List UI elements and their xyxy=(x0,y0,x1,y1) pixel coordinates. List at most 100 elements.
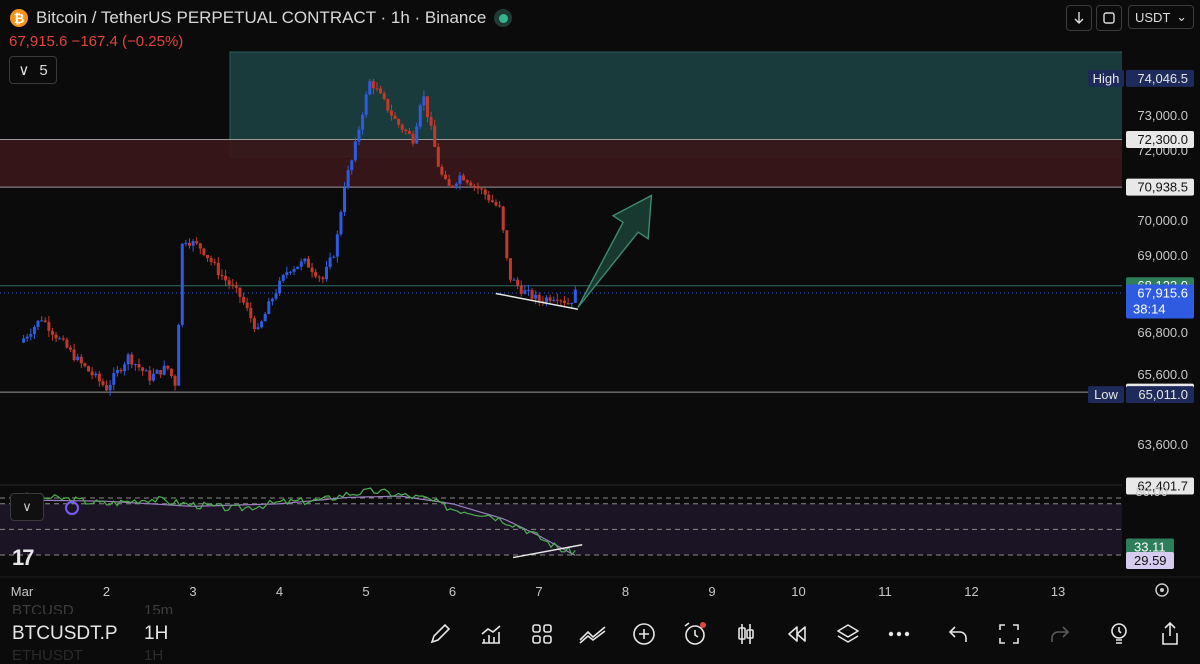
candle xyxy=(480,188,484,190)
candle xyxy=(115,369,119,374)
candle xyxy=(386,98,390,111)
drawing-tools-button[interactable] xyxy=(425,620,455,648)
layers-icon xyxy=(837,624,859,643)
candle xyxy=(404,129,408,132)
replay-button[interactable] xyxy=(782,620,812,648)
candle xyxy=(40,320,44,322)
candle xyxy=(50,330,54,335)
rsi-collapse-button[interactable]: ∨ xyxy=(10,493,44,521)
share-icon xyxy=(1162,621,1178,645)
ideas-button[interactable] xyxy=(1104,620,1134,648)
candle xyxy=(58,338,62,340)
candle xyxy=(195,241,199,244)
timeframe-button[interactable]: 1H xyxy=(144,623,169,644)
candle xyxy=(415,126,419,144)
ghost-symbol-b: ETHUSDT xyxy=(12,647,83,664)
fullscreen-button[interactable] xyxy=(994,620,1024,648)
redo-button[interactable] xyxy=(1045,620,1075,648)
fullscreen-toggle-button[interactable] xyxy=(1096,5,1122,31)
candle xyxy=(548,297,552,301)
candle xyxy=(508,258,512,280)
time-tick: 5 xyxy=(362,584,369,599)
candle xyxy=(155,370,159,374)
candle xyxy=(361,114,365,130)
candle xyxy=(281,274,285,281)
share-button[interactable] xyxy=(1155,620,1185,648)
candle xyxy=(166,365,170,369)
symbol-title[interactable]: Bitcoin / TetherUS PERPETUAL CONTRACT · … xyxy=(36,8,487,27)
candle xyxy=(141,367,145,371)
candle xyxy=(382,93,386,99)
time-tick: 11 xyxy=(878,584,892,599)
candle xyxy=(317,276,321,278)
candle xyxy=(213,261,217,263)
candle xyxy=(563,300,567,304)
candle xyxy=(353,141,357,161)
fullscreen-icon xyxy=(999,624,1019,644)
candle xyxy=(465,180,469,183)
candle xyxy=(54,334,58,339)
rsi-tick: 80.00 xyxy=(1135,484,1168,499)
extreme-tag-box xyxy=(1088,69,1124,87)
candle xyxy=(130,354,134,365)
countdown-label: 38:14 xyxy=(1133,301,1166,316)
candle xyxy=(364,94,368,115)
rsi-line xyxy=(19,487,576,556)
gear-icon-ring xyxy=(1155,583,1169,597)
candle xyxy=(87,366,91,372)
chart-type-button[interactable] xyxy=(731,620,761,648)
candle xyxy=(519,285,523,294)
candle xyxy=(202,248,206,255)
price-label: 65,011.0 xyxy=(1138,387,1188,402)
candle xyxy=(494,202,498,206)
price-label: 74,046.5 xyxy=(1137,71,1188,86)
extreme-tag-box xyxy=(1088,386,1124,404)
candle xyxy=(206,254,210,259)
indicator-collapse-button[interactable]: ∨ 5 xyxy=(9,56,57,84)
price-label-box xyxy=(1126,477,1194,495)
layout-button[interactable] xyxy=(527,620,557,648)
candle xyxy=(350,160,354,171)
more-icon xyxy=(888,631,910,637)
layout-grid-icon xyxy=(532,624,552,644)
indicators-button[interactable] xyxy=(476,620,506,648)
candle xyxy=(393,115,397,119)
add-icon xyxy=(633,623,655,645)
add-button[interactable] xyxy=(629,620,659,648)
candle xyxy=(422,96,426,106)
candle xyxy=(447,179,451,186)
candle xyxy=(436,146,440,167)
alerts-button[interactable] xyxy=(680,620,710,648)
currency-select[interactable]: USDT ⌄ xyxy=(1128,5,1194,29)
scroll-to-latest-button[interactable] xyxy=(1066,5,1092,31)
symbol-button[interactable]: BTCUSDT.P xyxy=(12,623,118,644)
chevron-down-icon: ⌄ xyxy=(1176,9,1187,24)
symbol-header[interactable]: ₿ Bitcoin / TetherUS PERPETUAL CONTRACT … xyxy=(10,6,513,30)
candle xyxy=(389,110,393,116)
candle xyxy=(544,297,548,303)
candle xyxy=(299,261,303,267)
object-tree-button[interactable] xyxy=(833,620,863,648)
undo-button[interactable] xyxy=(943,620,973,648)
candle xyxy=(105,385,109,391)
candle xyxy=(534,294,538,299)
compare-icon xyxy=(579,626,606,644)
rsi-highlight-circle xyxy=(65,501,79,515)
candle xyxy=(476,185,480,189)
candle xyxy=(260,321,264,328)
candle xyxy=(526,289,530,291)
candle xyxy=(429,116,433,126)
compare-button[interactable] xyxy=(578,620,608,648)
candle xyxy=(343,187,347,213)
more-button[interactable] xyxy=(884,620,914,648)
chevron-down-icon: ∨ xyxy=(18,62,30,79)
candle xyxy=(296,266,300,269)
arrow-down-icon xyxy=(1074,12,1084,24)
candle xyxy=(458,175,462,184)
candle xyxy=(440,166,444,175)
candle xyxy=(79,356,83,364)
time-tick: 12 xyxy=(964,584,978,599)
candle xyxy=(198,243,202,249)
market-open-dot-icon xyxy=(494,9,513,27)
